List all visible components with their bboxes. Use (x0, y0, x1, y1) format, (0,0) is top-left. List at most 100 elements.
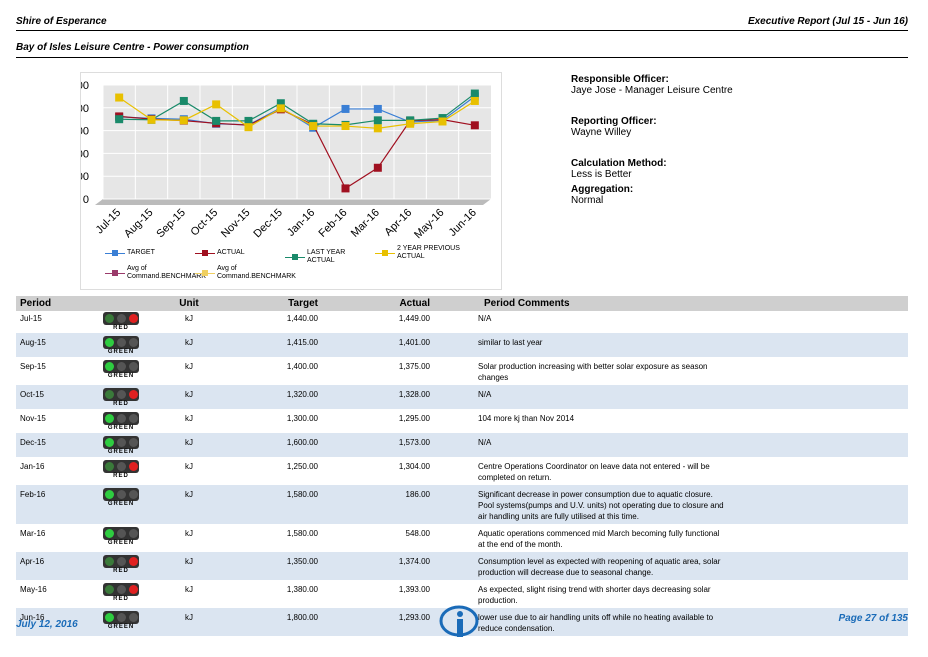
actual: 548.00 (322, 525, 434, 554)
status-label: RED (113, 473, 129, 479)
x-tick-label: Aug-15 (122, 207, 156, 241)
header-cell (90, 296, 152, 311)
lamp (104, 490, 114, 499)
chart-box: 0 400 800 1200 1600 2000 Jul-15Aug-15Sep-15Oct… (65, 72, 502, 290)
rule (16, 30, 908, 31)
x-tick-label: Dec-15 (251, 207, 285, 241)
info-block: Aggregation: Normal (571, 184, 901, 206)
lamp (128, 557, 138, 566)
x-tick-label: Nov-15 (219, 207, 253, 241)
traffic-light (103, 388, 139, 401)
actual: 1,401.00 (322, 334, 434, 359)
target: 1,580.00 (226, 486, 322, 526)
status-label: GREEN (107, 449, 135, 455)
legend-label: Avg of Command.BENCHMARK (217, 265, 296, 280)
comment: Significant decrease in power consumptio… (434, 486, 908, 526)
point (179, 96, 188, 105)
period: Mar-16 (16, 525, 90, 554)
y-tick-label: 0 (83, 194, 89, 206)
report-title: Executive Report (Jul 15 - Jun 16) (747, 16, 908, 27)
point (309, 122, 318, 131)
lamp (128, 314, 138, 323)
status: RED (90, 458, 152, 487)
lamp (128, 390, 138, 399)
comment: lower use due to air handling units off … (434, 609, 908, 638)
table: Period Unit Target Actual Period Comments Jul… (16, 296, 908, 638)
unit: kJ (152, 525, 226, 554)
table-row: Aug-15 GREEN kJ 1,415.00 1,401.00 similar to … (16, 334, 908, 359)
unit: kJ (152, 486, 226, 526)
lamp (104, 362, 114, 371)
footer-page: Page 27 of 135 (838, 613, 908, 624)
x-tick-label: Jan-16 (285, 207, 317, 239)
point (470, 96, 479, 105)
traffic-light (103, 611, 139, 624)
y-tick-label: 2000 (81, 80, 89, 92)
legend-marker (202, 270, 208, 276)
table-row: Dec-15 GREEN kJ 1,600.00 1,573.00 N/A (16, 434, 908, 459)
unit: kJ (152, 434, 226, 459)
point (115, 115, 124, 124)
lamp (116, 613, 126, 622)
point (373, 124, 382, 133)
actual: 1,374.00 (322, 553, 434, 582)
lamp (128, 362, 138, 371)
lamp (116, 585, 126, 594)
info-label: Calculation Method: (571, 158, 667, 169)
unit: kJ (152, 609, 226, 638)
legend-swatch (105, 249, 125, 257)
point (341, 122, 350, 131)
table-row: Apr-16 RED kJ 1,350.00 1,374.00 Consumption l… (16, 553, 908, 582)
y-tick-label: 1200 (81, 126, 89, 138)
status-label: RED (113, 568, 129, 574)
actual: 1,449.00 (322, 311, 434, 335)
lamp (104, 314, 114, 323)
lamp (128, 462, 138, 471)
lamp (128, 490, 138, 499)
info-label: Reporting Officer: (571, 116, 657, 127)
table-row: May-16 RED kJ 1,380.00 1,393.00 As expected, … (16, 581, 908, 610)
status: GREEN (90, 525, 152, 554)
target: 1,300.00 (226, 410, 322, 435)
target: 1,250.00 (226, 458, 322, 487)
unit: kJ (152, 553, 226, 582)
status-label: GREEN (107, 349, 135, 355)
table-row: Oct-15 RED kJ 1,320.00 1,328.00 N/A (16, 386, 908, 411)
x-tick-label: Jun-16 (447, 207, 479, 239)
legend-label: TARGET (127, 249, 155, 256)
target: 1,320.00 (226, 386, 322, 411)
lamp (128, 529, 138, 538)
lamp (116, 362, 126, 371)
legend-label: 2 YEAR PREVIOUS ACTUAL (397, 245, 460, 260)
x-tick-label: Mar-16 (349, 207, 382, 240)
footer-date: July 12, 2016 (16, 619, 78, 630)
lamp (128, 585, 138, 594)
point (276, 104, 285, 113)
rule (16, 57, 908, 58)
lamp (128, 338, 138, 347)
target: 1,800.00 (226, 609, 322, 638)
period: Sep-15 (16, 358, 90, 387)
legend-item: Avg of Command.BENCHMARK (105, 265, 206, 281)
status: RED (90, 581, 152, 610)
point (373, 163, 382, 172)
comment: 104 more kj than Nov 2014 (434, 410, 908, 435)
period: Dec-15 (16, 434, 90, 459)
lamp (116, 462, 126, 471)
unit: kJ (152, 581, 226, 610)
info-block: Responsible Officer: Jaye Jose - Manager … (571, 74, 901, 96)
legend-marker (382, 250, 388, 256)
point (147, 115, 156, 124)
legend-swatch (105, 269, 125, 277)
status-label: GREEN (107, 501, 135, 507)
target: 1,600.00 (226, 434, 322, 459)
comment: Solar production increasing with better … (434, 358, 908, 387)
actual: 1,328.00 (322, 386, 434, 411)
period: Apr-16 (16, 553, 90, 582)
lamp (104, 390, 114, 399)
actual: 1,295.00 (322, 410, 434, 435)
traffic-light (103, 436, 139, 449)
traffic-light (103, 460, 139, 473)
legend-item: LAST YEAR ACTUAL (285, 249, 371, 265)
traffic-light (103, 312, 139, 325)
